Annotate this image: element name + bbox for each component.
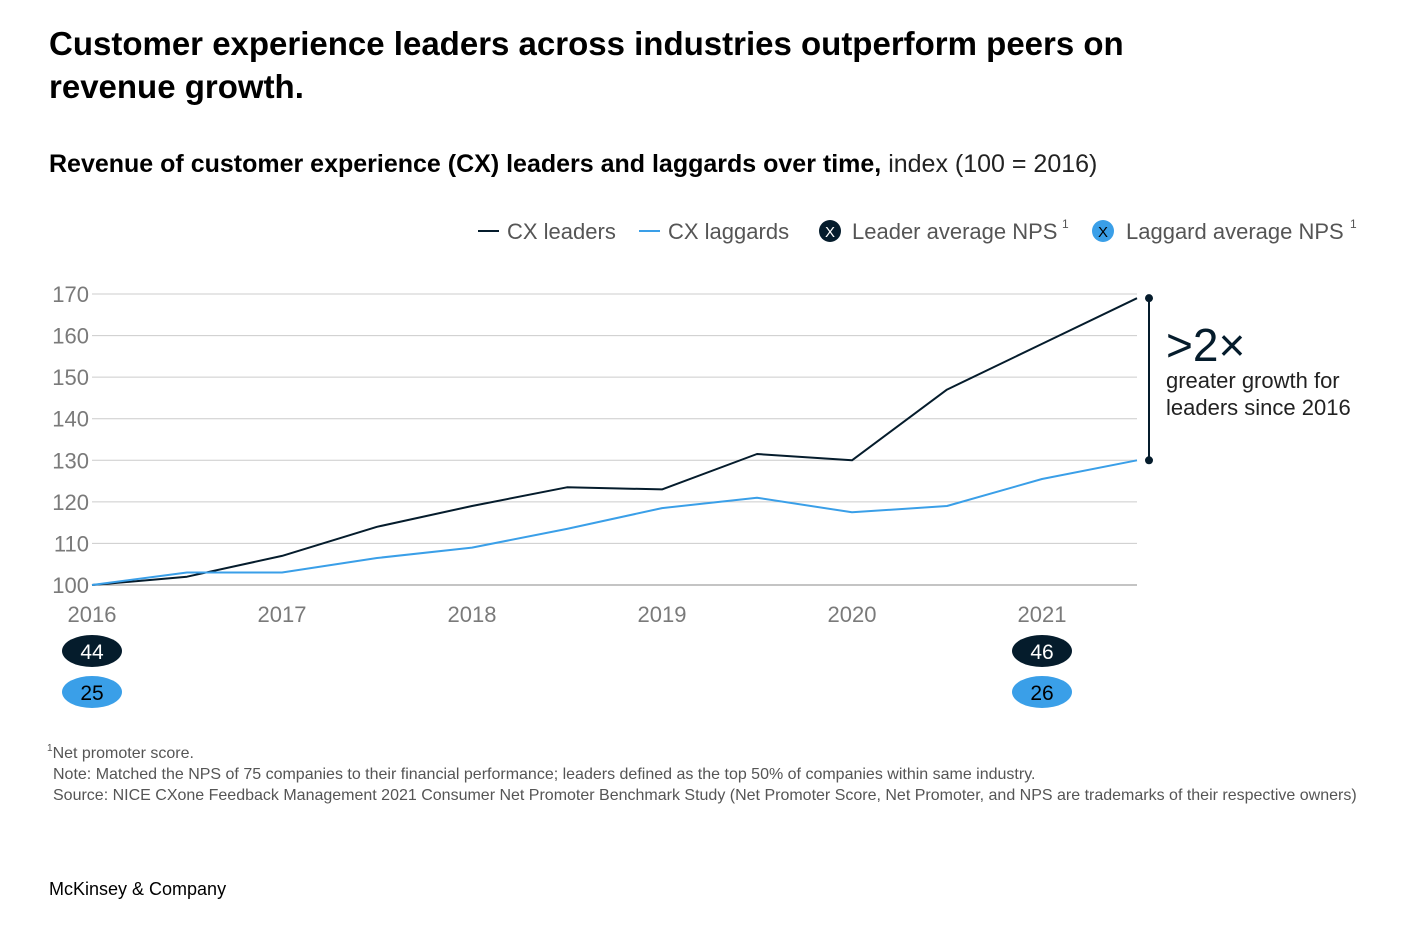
y-tick-label-170: 170 [52, 282, 89, 307]
nps-laggard-badge-2016 [62, 676, 122, 708]
footnote-nps-definition: 1Net promoter score. [47, 743, 1367, 764]
nps-laggard-value-2016: 25 [80, 682, 103, 705]
annotation-bracket-top-dot [1145, 294, 1153, 303]
brand-logo-text: McKinsey & Company [49, 879, 227, 899]
x-tick-label-2017: 2017 [258, 602, 307, 627]
x-tick-label-2016: 2016 [68, 602, 117, 627]
annotation-headline: >2× [1166, 319, 1245, 371]
legend-leaders-label: CX leaders [507, 219, 616, 244]
legend-laggard-nps-label: Laggard average NPS [1126, 219, 1344, 244]
x-tick-label-2020: 2020 [828, 602, 877, 627]
revenue-line-chart: 100 110 120 130 140 150 160 170 2016 2017 2018 2019… [52, 217, 1357, 708]
x-tick-label-2019: 2019 [638, 602, 687, 627]
y-tick-label-150: 150 [52, 365, 89, 390]
y-tick-label-110: 110 [54, 531, 89, 556]
footnote-source: Source: NICE CXone Feedback Management 2… [53, 787, 1357, 804]
nps-laggard-badge-2021 [1012, 676, 1072, 708]
y-tick-label-160: 160 [52, 324, 89, 349]
legend-leader-nps-superscript: 1 [1062, 217, 1069, 231]
chart-subtitle: Revenue of customer experience (CX) lead… [49, 148, 1097, 180]
legend-leader-nps-marker-glyph: X [825, 224, 835, 241]
legend-leader-nps-label: Leader average NPS [852, 219, 1057, 244]
y-tick-label-120: 120 [52, 490, 89, 515]
y-tick-label-100: 100 [52, 573, 89, 598]
legend-laggard-nps-superscript: 1 [1350, 217, 1357, 231]
subtitle-index-note: index (100 = 2016) [881, 150, 1098, 178]
legend-laggard-nps-marker [1092, 220, 1114, 242]
nps-leader-badge-2016 [62, 635, 122, 667]
x-tick-label-2018: 2018 [448, 602, 497, 627]
nps-leader-value-2016: 44 [80, 641, 104, 664]
x-tick-label-2021: 2021 [1018, 602, 1067, 627]
legend-laggard-nps-marker-glyph: X [1098, 224, 1108, 241]
legend-leader-nps-marker [819, 220, 841, 242]
series-line-laggards [91, 459, 1138, 586]
subtitle-bold: Revenue of customer experience (CX) lead… [49, 150, 882, 178]
footnote-superscript: 1 [47, 743, 53, 754]
page-title: Customer experience leaders across indus… [49, 25, 1124, 105]
annotation-text-line2: leaders since 2016 [1166, 395, 1351, 420]
nps-leader-badge-2021 [1012, 635, 1072, 667]
nps-laggard-value-2021: 26 [1030, 682, 1053, 705]
series-line-leaders [91, 297, 1138, 586]
footnote-nps-text: Net promoter score. [52, 745, 194, 762]
y-tick-label-130: 130 [52, 448, 89, 473]
annotation-text-line1: greater growth for [1166, 368, 1340, 393]
annotation-bracket-bottom-dot [1145, 456, 1153, 465]
footnote-note: Note: Matched the NPS of 75 companies to… [53, 766, 1036, 783]
nps-leader-value-2021: 46 [1030, 641, 1053, 664]
footnotes: 1Net promoter score. Note: Matched the N… [47, 743, 1367, 806]
legend-laggards-label: CX laggards [668, 219, 789, 244]
y-tick-label-140: 140 [52, 407, 89, 432]
